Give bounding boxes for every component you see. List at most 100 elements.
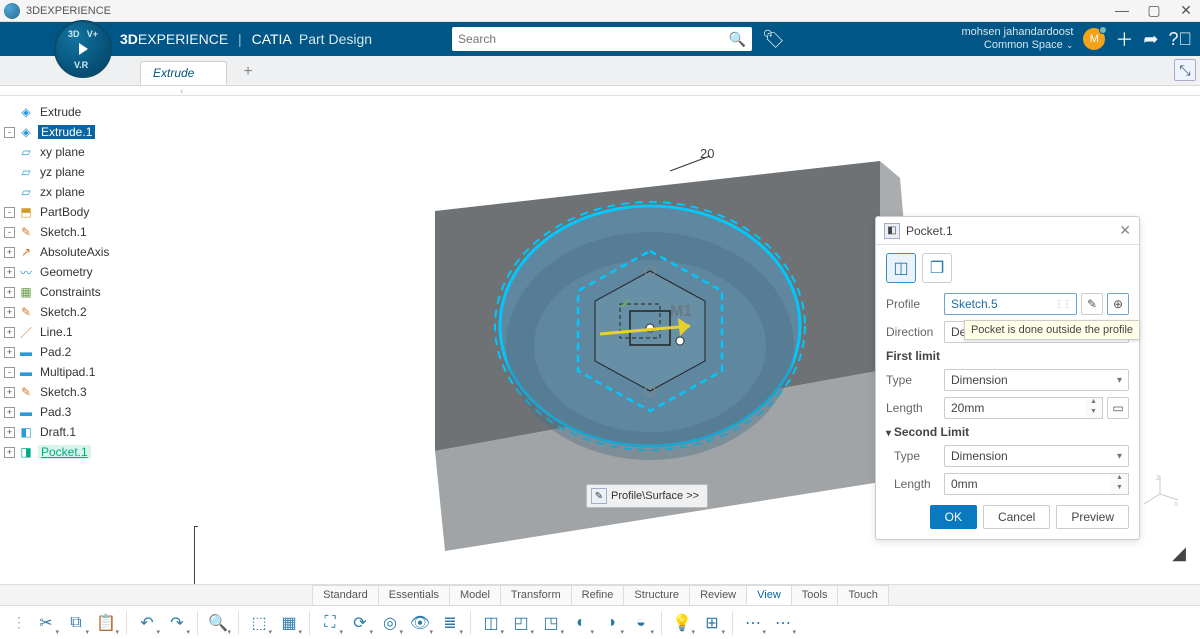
tree-node-zx-plane[interactable]: ▱zx plane [4, 182, 198, 202]
layers-button[interactable]: ≣▾ [436, 609, 464, 637]
bottom-tab-model[interactable]: Model [449, 585, 501, 605]
eye-button[interactable]: 👁▾ [406, 609, 434, 637]
tree-node-yz-plane[interactable]: ▱yz plane [4, 162, 198, 182]
ok-button[interactable]: OK [930, 505, 977, 529]
second-limit-header[interactable]: Second Limit [886, 425, 1129, 439]
reverse-button[interactable]: ⊕ [1107, 293, 1129, 315]
expand-toggle[interactable]: + [4, 287, 15, 298]
expand-toggle[interactable]: + [4, 447, 15, 458]
mode-wire-button[interactable]: ❒ [922, 253, 952, 283]
scissors-button[interactable]: ✂▾ [32, 609, 60, 637]
tree-node-extrude[interactable]: ◈Extrude [4, 102, 198, 122]
tree-node-pad-2[interactable]: +▬Pad.2 [4, 342, 198, 362]
tree-node-pocket-1[interactable]: +◨Pocket.1 [4, 442, 198, 462]
user-area[interactable]: mohsen jahandardoost Common Space ⌄ [961, 26, 1073, 51]
shade3-button[interactable]: ◒▾ [627, 609, 655, 637]
bottom-tab-standard[interactable]: Standard [312, 585, 379, 605]
type-dropdown[interactable]: Dimension▾ [944, 369, 1129, 391]
splitter[interactable]: ‹ [0, 86, 1200, 96]
section-button[interactable]: ◫▾ [477, 609, 505, 637]
expand-toggle[interactable]: + [4, 427, 15, 438]
edit-sketch-button[interactable]: ✎ [1081, 293, 1103, 315]
minimize-button[interactable]: — [1112, 2, 1132, 19]
profile-surface-tooltip[interactable]: ✎ Profile\Surface >> [586, 484, 708, 508]
close-icon[interactable]: ✕ [1119, 222, 1131, 239]
search-icon[interactable]: 🔍 [729, 31, 746, 48]
expand-toggle[interactable]: + [4, 267, 15, 278]
shade2-button[interactable]: ◑▾ [597, 609, 625, 637]
expand-button[interactable]: ⤡ [1174, 59, 1196, 81]
search-box[interactable]: 🔍 [452, 27, 752, 51]
tree-node-absoluteaxis[interactable]: +↗AbsoluteAxis [4, 242, 198, 262]
compass-icon[interactable]: 3DV+V.R [54, 20, 112, 78]
maximize-button[interactable]: ▢ [1144, 2, 1164, 19]
tree-node-multipad-1[interactable]: -▬Multipad.1 [4, 362, 198, 382]
cancel-button[interactable]: Cancel [983, 505, 1050, 529]
look-button[interactable]: ◎▾ [376, 609, 404, 637]
bottom-tab-view[interactable]: View [746, 585, 792, 605]
length-spinner[interactable]: ▲▼ [1085, 397, 1103, 419]
tab-extrude[interactable]: Extrude [140, 61, 227, 85]
bulb-button[interactable]: 💡▾ [668, 609, 696, 637]
close-button[interactable]: ✕ [1176, 2, 1196, 19]
tag-icon[interactable]: 🏷 [762, 29, 785, 50]
dialog-titlebar[interactable]: ◧ Pocket.1 ✕ [876, 217, 1139, 245]
paste-button[interactable]: 📋▾ [92, 609, 120, 637]
bottom-tab-tools[interactable]: Tools [791, 585, 839, 605]
tree-node-pad-3[interactable]: +▬Pad.3 [4, 402, 198, 422]
length2-input[interactable]: 0mm [944, 473, 1111, 495]
search-input[interactable] [458, 32, 729, 46]
expand-toggle[interactable]: + [4, 387, 15, 398]
axis-gizmo[interactable]: xz [1140, 474, 1180, 514]
expand-toggle[interactable]: - [4, 127, 15, 138]
mode-solid-button[interactable]: ◫ [886, 253, 916, 283]
tree-node-constraints[interactable]: +▦Constraints [4, 282, 198, 302]
more1-button[interactable]: ⋯▾ [739, 609, 767, 637]
tree-node-sketch-3[interactable]: +✎Sketch.3 [4, 382, 198, 402]
fit-button[interactable]: ⛶▾ [316, 609, 344, 637]
new-tab-button[interactable]: + [233, 63, 262, 85]
measure-button[interactable]: ▭ [1107, 397, 1129, 419]
bottom-tab-review[interactable]: Review [689, 585, 747, 605]
expand-toggle[interactable]: + [4, 247, 15, 258]
tree-node-line-1[interactable]: +／Line.1 [4, 322, 198, 342]
grid-view-button[interactable]: ▦▾ [275, 609, 303, 637]
expand-toggle[interactable]: + [4, 407, 15, 418]
undo-button[interactable]: ↶▾ [133, 609, 161, 637]
expand-toggle[interactable]: - [4, 227, 15, 238]
expand-toggle[interactable]: - [4, 367, 15, 378]
type2-dropdown[interactable]: Dimension▾ [944, 445, 1129, 467]
bottom-tab-transform[interactable]: Transform [500, 585, 572, 605]
tree-node-xy-plane[interactable]: ▱xy plane [4, 142, 198, 162]
tree-node-draft-1[interactable]: +◧Draft.1 [4, 422, 198, 442]
cube1-button[interactable]: ◰▾ [507, 609, 535, 637]
tree-node-geometry[interactable]: +〰Geometry [4, 262, 198, 282]
avatar[interactable]: M [1083, 28, 1105, 50]
toolbar-grip[interactable]: ⋮ [8, 614, 30, 631]
expand-toggle[interactable]: + [4, 327, 15, 338]
help-icon[interactable]: ?⃝ [1168, 29, 1192, 50]
profile-field[interactable]: Sketch.5⋮⋮ [944, 293, 1077, 315]
preview-button[interactable]: Preview [1056, 505, 1129, 529]
redo-button[interactable]: ↷▾ [163, 609, 191, 637]
zoom-button[interactable]: 🔍▾ [204, 609, 232, 637]
bottom-tab-structure[interactable]: Structure [623, 585, 690, 605]
rotate-button[interactable]: ⟳▾ [346, 609, 374, 637]
tree-node-partbody[interactable]: -⬒PartBody [4, 202, 198, 222]
tree-node-sketch-1[interactable]: -✎Sketch.1 [4, 222, 198, 242]
cube2-button[interactable]: ◳▾ [537, 609, 565, 637]
grid-button[interactable]: ⊞▾ [698, 609, 726, 637]
bottom-tab-touch[interactable]: Touch [837, 585, 888, 605]
shade1-button[interactable]: ◐▾ [567, 609, 595, 637]
bottom-tab-refine[interactable]: Refine [571, 585, 625, 605]
bottom-tab-essentials[interactable]: Essentials [378, 585, 450, 605]
tree-node-extrude-1[interactable]: -◈Extrude.1 [4, 122, 198, 142]
expand-toggle[interactable]: - [4, 207, 15, 218]
expand-toggle[interactable]: + [4, 307, 15, 318]
add-icon[interactable]: ＋ [1115, 26, 1133, 52]
length2-spinner[interactable]: ▲▼ [1111, 473, 1129, 495]
share-icon[interactable]: ➦ [1143, 29, 1158, 50]
tree-node-sketch-2[interactable]: +✎Sketch.2 [4, 302, 198, 322]
copy-button[interactable]: ⧉▾ [62, 609, 90, 637]
more2-button[interactable]: ⋯▾ [769, 609, 797, 637]
